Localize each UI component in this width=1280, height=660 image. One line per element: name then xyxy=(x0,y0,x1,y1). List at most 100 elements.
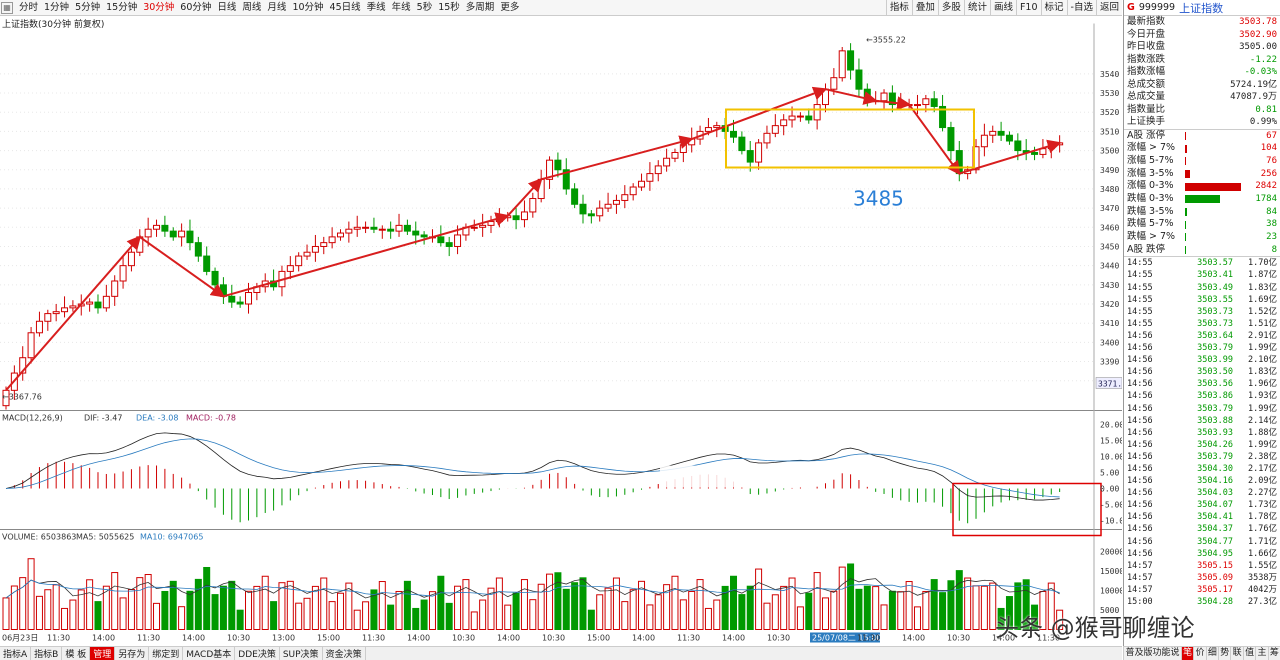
bottom-tab[interactable]: 另存为 xyxy=(115,647,150,660)
bottom-tab[interactable]: 管理 xyxy=(90,647,116,660)
tick-volume: 1.78亿 xyxy=(1248,512,1277,523)
period-tab[interactable]: 15秒 xyxy=(438,1,460,13)
distribution-row: 跌幅 3-5% 84 xyxy=(1124,206,1280,219)
distribution-row: 涨幅 0-3% 2842 xyxy=(1124,180,1280,193)
period-tab[interactable]: 更多 xyxy=(500,1,520,13)
bottom-tab[interactable]: MACD基本 xyxy=(183,647,236,660)
volume-tick: 15000 xyxy=(1100,567,1122,576)
volume-bar xyxy=(10,585,18,631)
tool-button[interactable]: 统计 xyxy=(963,0,990,16)
period-tab[interactable]: 5秒 xyxy=(416,1,433,13)
candle-body xyxy=(387,228,395,232)
tick-time: 14:56 xyxy=(1127,391,1153,402)
tick-volume: 27.3亿 xyxy=(1248,597,1277,607)
bottom-tab[interactable]: SUP决策 xyxy=(280,647,323,660)
period-toolbar: ▦ 分时 1分钟 5分钟 15分钟 30分钟 60分钟 日线 周线 月线 10分钟 45日线 季线 年线… xyxy=(0,0,1122,16)
tick-row: 14:56 3503.56 1.96亿 xyxy=(1124,378,1280,390)
period-tab[interactable]: 10分钟 xyxy=(292,1,324,13)
candle-body xyxy=(922,98,930,106)
volume-bar xyxy=(69,599,77,630)
volume-bar xyxy=(336,592,344,630)
candle-body xyxy=(470,226,478,229)
tick-volume: 1.99亿 xyxy=(1248,343,1277,354)
trend-arrow xyxy=(139,236,226,298)
period-tab[interactable]: 年线 xyxy=(391,1,411,13)
volume-bar xyxy=(219,585,227,631)
candle-body xyxy=(847,50,855,71)
kline-chart[interactable]: MACD(12,26,9) DIF: -3.47 DEA: -3.08 MACD: -… xyxy=(0,16,1122,660)
period-tab[interactable]: 5分钟 xyxy=(75,1,101,13)
grid-icon[interactable]: ▦ xyxy=(1,1,13,14)
tick-price: 3503.73 xyxy=(1197,318,1233,329)
group-marker[interactable]: G xyxy=(1127,2,1135,13)
volume-bar xyxy=(194,578,202,631)
volume-bar xyxy=(353,609,361,631)
period-tab[interactable]: 季线 xyxy=(366,1,386,13)
period-tab[interactable]: 分时 xyxy=(19,1,39,13)
time-tick: 10:30 xyxy=(947,634,970,643)
candle-body xyxy=(353,226,361,230)
tool-button[interactable]: 叠加 xyxy=(911,0,938,16)
tick-volume: 2.91亿 xyxy=(1248,330,1277,341)
volume-bar xyxy=(428,591,436,630)
period-tab[interactable]: 周线 xyxy=(242,1,262,13)
quote-tab[interactable]: 价 xyxy=(1193,647,1205,660)
help-link[interactable]: 普及版功能说明 xyxy=(1123,647,1181,660)
dist-label: 跌幅 5-7% xyxy=(1127,218,1174,230)
quote-tab[interactable]: 主 xyxy=(1255,647,1267,660)
candle-body xyxy=(102,295,110,309)
quote-tab[interactable]: 值 xyxy=(1242,647,1255,660)
period-tab[interactable]: 日线 xyxy=(217,1,237,13)
quote-tab[interactable]: 笔 xyxy=(1180,647,1194,660)
tool-button[interactable]: 指标 xyxy=(885,0,912,16)
bottom-tab[interactable]: 模 板 xyxy=(62,647,91,660)
period-tab[interactable]: 月线 xyxy=(267,1,287,13)
dist-label: 涨幅 3-5% xyxy=(1127,167,1174,179)
bottom-tab[interactable]: 资金决策 xyxy=(323,647,366,660)
period-tab[interactable]: 15分钟 xyxy=(106,1,138,13)
candle-body xyxy=(654,165,662,175)
candle-body xyxy=(454,234,462,247)
tick-row: 14:56 3503.79 1.99亿 xyxy=(1124,342,1280,354)
tick-list[interactable]: 14:55 3503.57 1.70亿 14:55 3503.41 1.87亿 14:55 3… xyxy=(1124,256,1280,608)
bottom-tab[interactable]: 绑定到 xyxy=(149,647,184,660)
bottom-tab[interactable]: 指标A xyxy=(0,647,32,660)
tool-button[interactable]: 标记 xyxy=(1040,0,1067,16)
candle-body xyxy=(604,203,612,209)
period-tab[interactable]: 45日线 xyxy=(329,1,361,13)
candle-body xyxy=(638,180,646,188)
tick-price: 3504.77 xyxy=(1197,536,1233,547)
tool-button[interactable]: F10 xyxy=(1015,0,1041,16)
bottom-tab[interactable]: DDE决策 xyxy=(235,647,280,660)
dist-count: 8 xyxy=(1271,244,1277,255)
quote-tab[interactable]: 筹 xyxy=(1267,647,1280,660)
tool-button[interactable]: 多股 xyxy=(937,0,964,16)
time-tick: 15:00 xyxy=(317,634,340,643)
period-tab[interactable]: 多周期 xyxy=(465,1,495,13)
period-tab[interactable]: 30分钟 xyxy=(143,1,175,13)
quote-tab[interactable]: 细 xyxy=(1205,647,1218,660)
dist-bar-fill xyxy=(1185,233,1187,242)
quote-tab[interactable]: 势 xyxy=(1218,647,1230,660)
bottom-tab[interactable]: 指标B xyxy=(31,647,63,660)
tick-row: 14:55 3503.73 1.52亿 xyxy=(1124,306,1280,318)
price-tick: 3480 xyxy=(1100,185,1119,194)
tool-button[interactable]: -自选 xyxy=(1066,0,1096,16)
period-tab[interactable]: 1分钟 xyxy=(44,1,70,13)
tool-button[interactable]: 返回 xyxy=(1095,0,1122,16)
quote-label: 今日开盘 xyxy=(1127,28,1166,40)
volume-bar xyxy=(320,577,328,631)
period-tab[interactable]: 60分钟 xyxy=(180,1,212,13)
trend-arrow xyxy=(691,86,828,141)
tick-row: 14:56 3504.16 2.09亿 xyxy=(1124,475,1280,487)
candle-body xyxy=(35,320,43,334)
candle-body xyxy=(663,157,671,167)
quote-label: 总成交量 xyxy=(1127,91,1166,102)
quote-header: G 999999 上证指数 xyxy=(1124,0,1280,16)
volume-bar xyxy=(930,579,938,631)
quote-tab[interactable]: 联 xyxy=(1230,647,1242,660)
dist-bar-fill xyxy=(1185,131,1187,140)
macd-name: MACD(12,26,9) xyxy=(2,414,63,423)
candle-body xyxy=(529,198,537,213)
tool-button[interactable]: 画线 xyxy=(989,0,1016,16)
